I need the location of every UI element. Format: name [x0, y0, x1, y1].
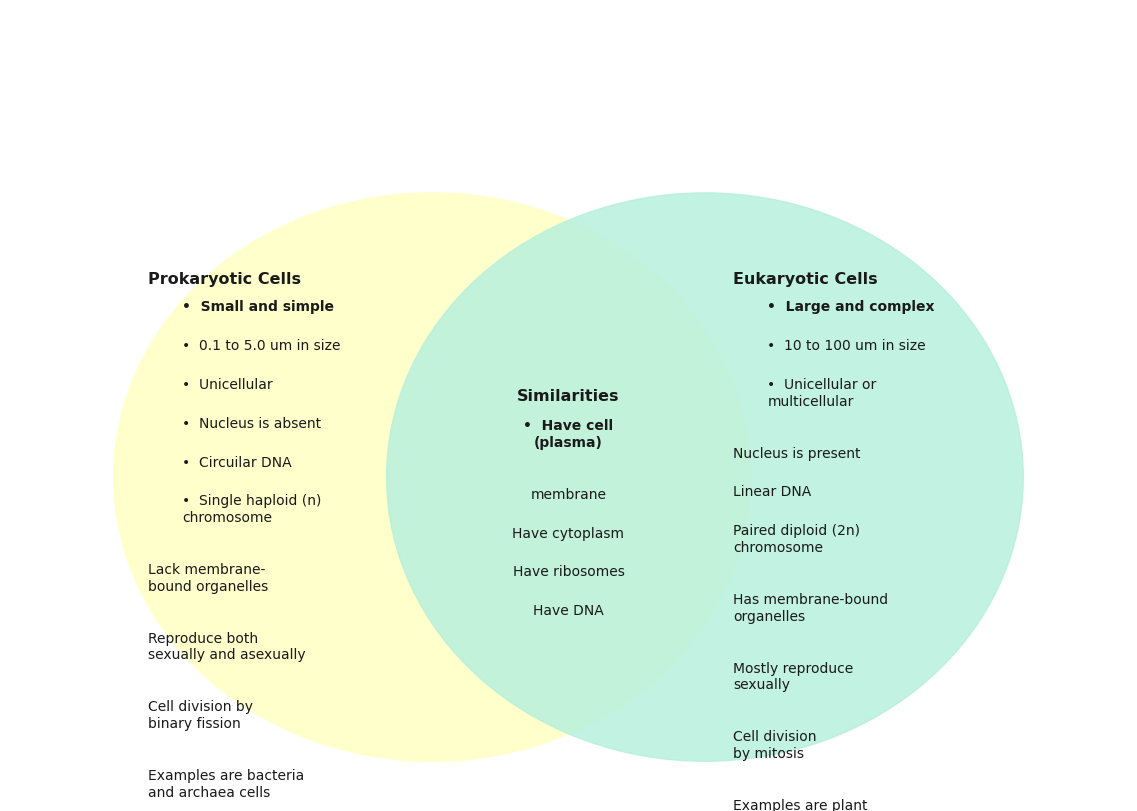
Text: Paired diploid (2n)
chromosome: Paired diploid (2n) chromosome — [733, 524, 861, 554]
Text: •  10 to 100 um in size: • 10 to 100 um in size — [767, 339, 927, 353]
Text: •  0.1 to 5.0 um in size: • 0.1 to 5.0 um in size — [182, 339, 340, 353]
Text: Lack membrane-
bound organelles: Lack membrane- bound organelles — [148, 562, 268, 593]
Text: Cell division by
binary fission: Cell division by binary fission — [148, 699, 252, 730]
Text: Mostly reproduce
sexually: Mostly reproduce sexually — [733, 661, 854, 692]
Text: Prokaryotic Cells: Prokaryotic Cells — [148, 272, 301, 286]
Text: Linear DNA: Linear DNA — [733, 485, 812, 499]
Text: •  Unicellular or
multicellular: • Unicellular or multicellular — [767, 378, 877, 408]
Text: Have DNA: Have DNA — [533, 603, 604, 617]
Text: Prokaryotic and Eukaryotic Cells Venn Diagram: Prokaryotic and Eukaryotic Cells Venn Di… — [15, 34, 1122, 75]
Text: membrane: membrane — [531, 487, 606, 501]
Text: •  Nucleus is absent: • Nucleus is absent — [182, 416, 321, 431]
Text: Have ribosomes: Have ribosomes — [513, 564, 624, 578]
Text: •  Circuilar DNA: • Circuilar DNA — [182, 455, 291, 469]
Text: Examples are bacteria
and archaea cells: Examples are bacteria and archaea cells — [148, 768, 304, 799]
Text: Examples are plant
and animal cells,
including humans: Examples are plant and animal cells, inc… — [733, 798, 868, 811]
Text: •  Small and simple: • Small and simple — [182, 300, 334, 314]
Text: Reproduce both
sexually and asexually: Reproduce both sexually and asexually — [148, 631, 306, 662]
Text: •  Single haploid (n)
chromosome: • Single haploid (n) chromosome — [182, 494, 322, 525]
Ellipse shape — [114, 194, 750, 762]
Text: Similarities: Similarities — [517, 388, 620, 404]
Text: Eukaryotic Cells: Eukaryotic Cells — [733, 272, 878, 286]
Text: Have cytoplasm: Have cytoplasm — [513, 526, 624, 540]
Text: •  Large and complex: • Large and complex — [767, 300, 935, 314]
Ellipse shape — [387, 194, 1023, 762]
Text: •  Have cell
(plasma): • Have cell (plasma) — [523, 418, 614, 449]
Text: Nucleus is present: Nucleus is present — [733, 446, 861, 460]
Text: •  Unicellular: • Unicellular — [182, 378, 273, 392]
Text: Has membrane-bound
organelles: Has membrane-bound organelles — [733, 592, 888, 623]
Text: Cell division
by mitosis: Cell division by mitosis — [733, 729, 816, 760]
